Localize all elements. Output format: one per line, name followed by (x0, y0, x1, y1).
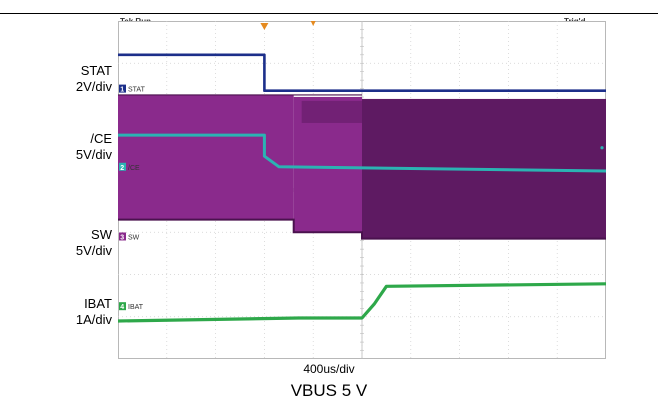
stat-ground-marker (119, 84, 126, 93)
sw-marker-label: SW (128, 234, 140, 241)
sw-marker-number: 3 (120, 234, 124, 241)
ce-channel-caption: /CE 5V/div (42, 131, 112, 163)
ce-ground-marker (119, 162, 126, 171)
ibat-ground-marker (119, 302, 126, 311)
ce-name: /CE (90, 131, 112, 146)
ce-marker-label: /CE (128, 165, 140, 172)
stat-channel-caption: STAT 2V/div (42, 63, 112, 95)
condition-caption: VBUS 5 V (290, 381, 368, 400)
top-rule (0, 13, 658, 14)
stat-name: STAT (80, 63, 112, 78)
ce-marker-number: 2 (120, 165, 124, 172)
sw-name: SW (91, 227, 112, 242)
ce-trace (118, 133, 607, 173)
stat-scale: 2V/div (75, 79, 112, 94)
ibat-marker-label: IBAT (128, 304, 144, 311)
sw-trace (118, 218, 606, 240)
ibat-trace (117, 282, 607, 323)
sw-ground-marker (119, 232, 126, 241)
stat-marker-label: STAT (128, 87, 146, 94)
ibat-marker-number: 4 (120, 304, 124, 311)
scope-plot: 1 STAT 2/CE 3 SW 4 IBAT (117, 18, 607, 360)
stat-trace (118, 53, 606, 92)
traces (117, 53, 607, 323)
ibat-scale: 1A/div (75, 312, 112, 327)
stat-marker-number: 1 (120, 87, 124, 94)
timebase-label: 400us/div (303, 362, 355, 376)
ibat-name: IBAT (84, 296, 112, 311)
trigger-position-marker (260, 23, 269, 30)
trigger-delay-marker (310, 20, 317, 26)
sw-channel-caption: SW 5V/div (42, 227, 112, 259)
ce-scale: 5V/div (75, 147, 112, 162)
sw-scale: 5V/div (75, 243, 112, 258)
oscilloscope-display: 1 STAT 2/CE 3 SW 4 IBAT (117, 18, 607, 360)
trigger-level-marker (600, 146, 604, 150)
ibat-channel-caption: IBAT 1A/div (42, 296, 112, 328)
sw-band-shade (301, 100, 362, 123)
